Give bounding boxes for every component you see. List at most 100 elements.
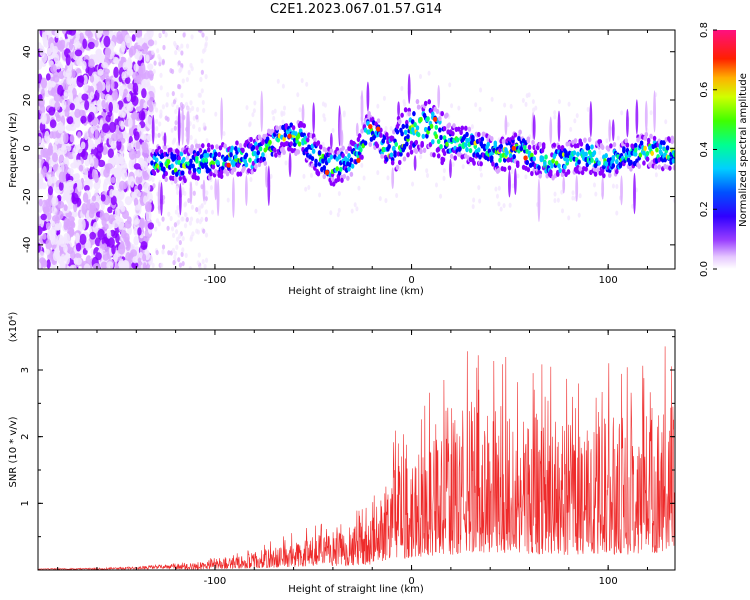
heatmap-cell	[40, 213, 47, 221]
heatmap-cell	[429, 123, 434, 129]
heatmap-cell	[132, 256, 138, 264]
heatmap-cell	[200, 88, 204, 94]
y-tick-label: 1	[20, 500, 31, 506]
heatmap-cell	[649, 133, 653, 139]
heatmap-cell	[579, 141, 584, 147]
heatmap-cell	[68, 30, 77, 36]
heatmap-cell	[436, 153, 441, 159]
heatmap-cell	[204, 196, 208, 202]
heatmap-cell	[229, 152, 233, 158]
heatmap-cell	[173, 254, 177, 261]
heatmap-cell	[418, 74, 422, 80]
heatmap-cell	[141, 141, 146, 151]
heatmap-cell	[270, 128, 275, 134]
heatmap-cell	[177, 159, 181, 166]
heatmap-cell	[397, 101, 400, 118]
heatmap-cell	[611, 119, 615, 142]
heatmap-cell	[571, 190, 575, 196]
heatmap-cell	[179, 66, 183, 72]
heatmap-cell	[244, 162, 249, 168]
heatmap-cell	[133, 197, 139, 207]
heatmap-cell	[110, 176, 116, 184]
heatmap-cell	[166, 116, 170, 122]
heatmap-cell	[66, 179, 74, 187]
heatmap-cell	[265, 136, 270, 142]
heatmap-cell	[204, 43, 208, 49]
heatmap-cell	[130, 249, 138, 258]
heatmap-cell	[174, 43, 178, 49]
heatmap-cell	[633, 147, 638, 153]
heatmap-cell	[105, 75, 111, 86]
heatmap-cell	[439, 143, 443, 150]
heatmap-cell	[87, 41, 95, 50]
heatmap-cell	[113, 102, 120, 114]
heatmap-cell	[146, 99, 153, 107]
heatmap-cell	[153, 103, 157, 109]
heatmap-cell	[480, 136, 485, 142]
heatmap-cell	[592, 150, 597, 156]
heatmap-cell	[204, 74, 208, 80]
heatmap-cell	[38, 59, 43, 70]
heatmap-cell	[474, 102, 478, 108]
x-tick-label: 0	[408, 576, 414, 587]
heatmap-cell	[88, 58, 95, 68]
heatmap-cell	[645, 150, 650, 157]
heatmap-cell	[124, 76, 131, 85]
heatmap-cell	[472, 160, 476, 166]
heatmap-cell	[202, 122, 206, 128]
heatmap-cell	[419, 148, 423, 155]
heatmap-cell	[46, 48, 52, 56]
heatmap-cell	[97, 159, 106, 168]
heatmap-cell	[263, 160, 268, 166]
heatmap-cell	[389, 152, 394, 158]
heatmap-cell	[309, 172, 313, 178]
heatmap-cell	[164, 176, 168, 183]
heatmap-cell	[671, 158, 675, 164]
heatmap-cell	[427, 99, 432, 105]
heatmap-cell	[82, 38, 88, 50]
heatmap-cell	[169, 147, 173, 153]
heatmap-cell	[147, 63, 154, 71]
heatmap-cell	[103, 168, 110, 178]
heatmap-cell	[583, 137, 587, 143]
heatmap-cell	[96, 30, 103, 38]
heatmap-cell	[422, 147, 427, 153]
heatmap-cell	[525, 159, 529, 166]
heatmap-cell	[329, 154, 334, 160]
heatmap-cell	[114, 91, 119, 100]
heatmap-cell	[75, 159, 81, 168]
heatmap-cell	[449, 158, 452, 179]
heatmap-cell	[296, 92, 300, 98]
heatmap-cell	[421, 133, 426, 139]
heatmap-cell	[204, 36, 209, 42]
heatmap-hotspot	[375, 126, 381, 132]
heatmap-cell	[357, 185, 361, 191]
heatmap-cell	[228, 156, 232, 162]
heatmap-cell	[101, 99, 106, 109]
heatmap-cell	[376, 170, 380, 176]
heatmap-cell	[384, 131, 389, 138]
heatmap-cell	[181, 78, 185, 84]
heatmap-cell	[407, 107, 411, 113]
heatmap-cell	[117, 243, 126, 255]
heatmap-cell	[202, 179, 206, 202]
heatmap-cell	[80, 115, 87, 124]
heatmap-cell	[248, 157, 252, 163]
heatmap-cell	[655, 147, 659, 153]
heatmap-cell	[68, 201, 74, 210]
heatmap-cell	[117, 218, 125, 230]
heatmap-cell	[176, 236, 180, 242]
heatmap-cell	[54, 223, 61, 231]
heatmap-cell	[611, 156, 616, 163]
heatmap-cell	[505, 150, 509, 156]
heatmap-cell	[590, 144, 594, 150]
heatmap-cell	[40, 77, 48, 89]
heatmap-cell	[615, 210, 619, 216]
heatmap-cell	[177, 83, 181, 90]
heatmap-cell	[611, 183, 615, 189]
heatmap-cell	[222, 131, 226, 137]
heatmap-cell	[395, 164, 400, 170]
heatmap-cell	[166, 92, 170, 98]
heatmap-cell	[195, 180, 199, 186]
heatmap-cell	[273, 108, 277, 114]
